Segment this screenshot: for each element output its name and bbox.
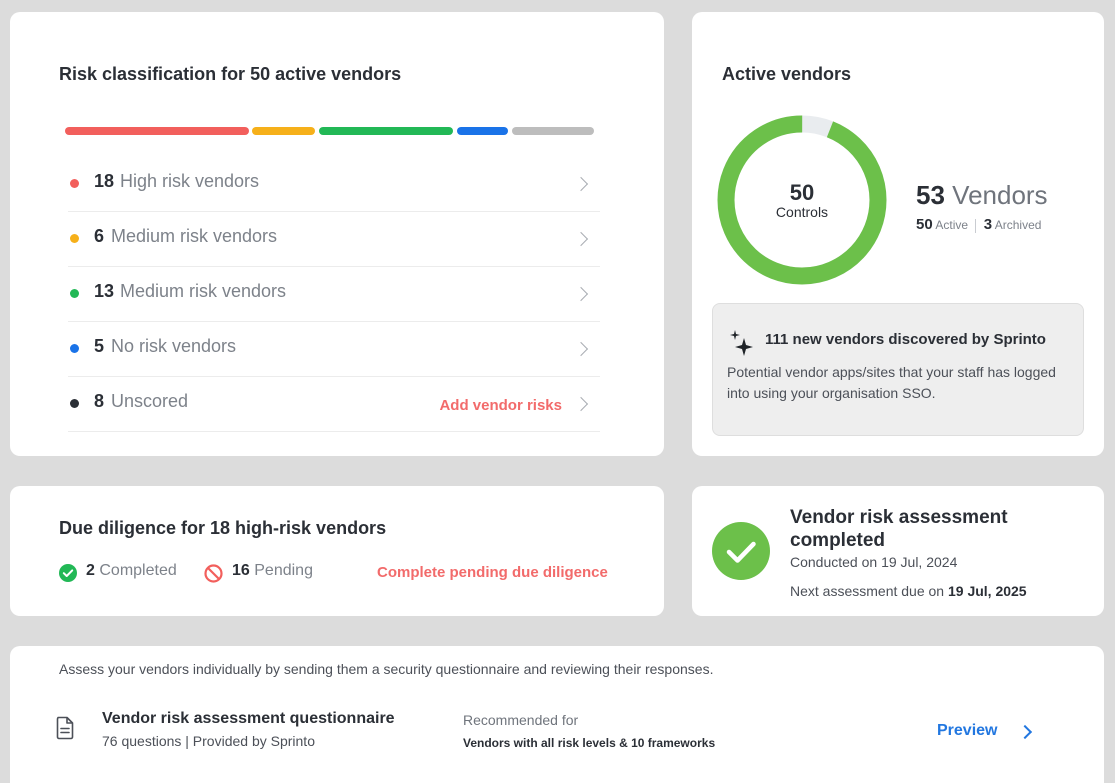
blocked-icon xyxy=(204,564,223,583)
next-assessment: Next assessment due on 19 Jul, 2025 xyxy=(790,583,1027,599)
risk-label: No risk vendors xyxy=(111,336,237,356)
questionnaire-card: Assess your vendors individually by send… xyxy=(10,646,1104,783)
questionnaire-name: Vendor risk assessment questionnaire xyxy=(102,710,395,727)
risk-card-title: Risk classification for 50 active vendor… xyxy=(59,64,402,84)
chevron-right-icon xyxy=(573,286,589,302)
risk-bar-high xyxy=(65,127,249,135)
chevron-right-icon xyxy=(573,341,589,357)
recommended-value: Vendors with all risk levels & 10 framew… xyxy=(463,736,716,750)
risk-assessment-card: Vendor risk assessment completed Conduct… xyxy=(692,486,1104,616)
chevron-right-icon xyxy=(573,176,589,192)
check-circle-icon xyxy=(712,522,770,580)
risk-dot xyxy=(70,289,79,298)
risk-dot xyxy=(70,399,79,408)
risk-count: 8 xyxy=(94,391,105,411)
chevron-right-icon[interactable] xyxy=(1017,724,1033,740)
risk-bar-none xyxy=(457,127,508,135)
discovered-vendors-panel[interactable]: 111 new vendors discovered by Sprinto Po… xyxy=(712,303,1084,436)
completed-status: 2 Completed xyxy=(86,562,177,580)
donut-label: Controls xyxy=(775,204,829,220)
preview-button[interactable]: Preview xyxy=(937,722,998,739)
active-count: 50 xyxy=(916,216,933,233)
document-icon xyxy=(56,716,74,740)
vendors-split: 50 Active 3 Archived xyxy=(916,216,1041,233)
discover-title: 111 new vendors discovered by Sprinto xyxy=(765,331,1046,348)
risk-row-high[interactable]: 18 High risk vendors xyxy=(68,157,600,212)
risk-label: Medium risk vendors xyxy=(111,226,278,246)
due-card-title: Due diligence for 18 high-risk vendors xyxy=(59,518,387,538)
check-circle-icon xyxy=(59,564,77,582)
sparkle-icon xyxy=(730,330,753,356)
risk-dot xyxy=(70,344,79,353)
risk-count: 13 xyxy=(94,281,115,301)
risk-label: Medium risk vendors xyxy=(120,281,287,301)
controls-donut-chart xyxy=(717,115,887,285)
risk-row-medium-2[interactable]: 13 Medium risk vendors xyxy=(68,267,600,322)
archived-count: 3 xyxy=(983,216,993,233)
complete-due-diligence-link[interactable]: Complete pending due diligence xyxy=(377,564,608,581)
vendors-total: 53 Vendors xyxy=(916,180,1048,211)
assessment-conducted-date: Conducted on 19 Jul, 2024 xyxy=(790,554,958,570)
risk-dot xyxy=(70,234,79,243)
risk-label: Unscored xyxy=(111,391,189,411)
next-assessment-date: 19 Jul, 2025 xyxy=(947,583,1027,599)
risk-bar-medium xyxy=(252,127,315,135)
pending-status: 16 Pending xyxy=(232,562,313,580)
donut-value: 50 xyxy=(789,180,815,205)
active-vendors-card: Active vendors 50 Controls 53 Vendors 50… xyxy=(692,12,1104,456)
vendors-total-label: Vendors xyxy=(952,180,1048,210)
risk-row-none[interactable]: 5 No risk vendors xyxy=(68,322,600,377)
risk-count: 6 xyxy=(94,226,105,246)
divider xyxy=(975,218,977,233)
risk-count: 5 xyxy=(94,336,105,356)
add-vendor-risks-link[interactable]: Add vendor risks xyxy=(439,397,562,414)
vendors-total-count: 53 xyxy=(916,180,945,210)
risk-row-medium[interactable]: 6 Medium risk vendors xyxy=(68,212,600,267)
archived-label: Archived xyxy=(994,218,1042,232)
next-assessment-prefix: Next assessment due on xyxy=(790,583,945,599)
risk-bar-low xyxy=(319,127,453,135)
pending-label: Pending xyxy=(254,562,313,579)
assessment-title: Vendor risk assessment completed xyxy=(790,507,1008,551)
risk-label: High risk vendors xyxy=(120,171,260,191)
completed-label: Completed xyxy=(99,562,177,579)
pending-count: 16 xyxy=(232,562,250,579)
due-diligence-card: Due diligence for 18 high-risk vendors 2… xyxy=(10,486,664,616)
questionnaire-intro: Assess your vendors individually by send… xyxy=(59,661,714,677)
risk-count: 18 xyxy=(94,171,115,191)
risk-dot xyxy=(70,179,79,188)
risk-bar-unscored xyxy=(512,127,594,135)
active-card-title: Active vendors xyxy=(722,64,852,84)
questionnaire-meta: 76 questions | Provided by Sprinto xyxy=(102,733,315,749)
discover-description: Potential vendor apps/sites that your st… xyxy=(727,364,1056,401)
completed-count: 2 xyxy=(86,562,95,579)
donut-arc xyxy=(717,115,887,285)
recommended-label: Recommended for xyxy=(463,712,579,728)
chevron-right-icon xyxy=(573,231,589,247)
chevron-right-icon xyxy=(573,396,589,412)
risk-row-unscored[interactable]: 8 Unscored Add vendor risks xyxy=(68,377,600,432)
risk-classification-card: Risk classification for 50 active vendor… xyxy=(10,12,664,456)
active-label: Active xyxy=(935,218,969,232)
